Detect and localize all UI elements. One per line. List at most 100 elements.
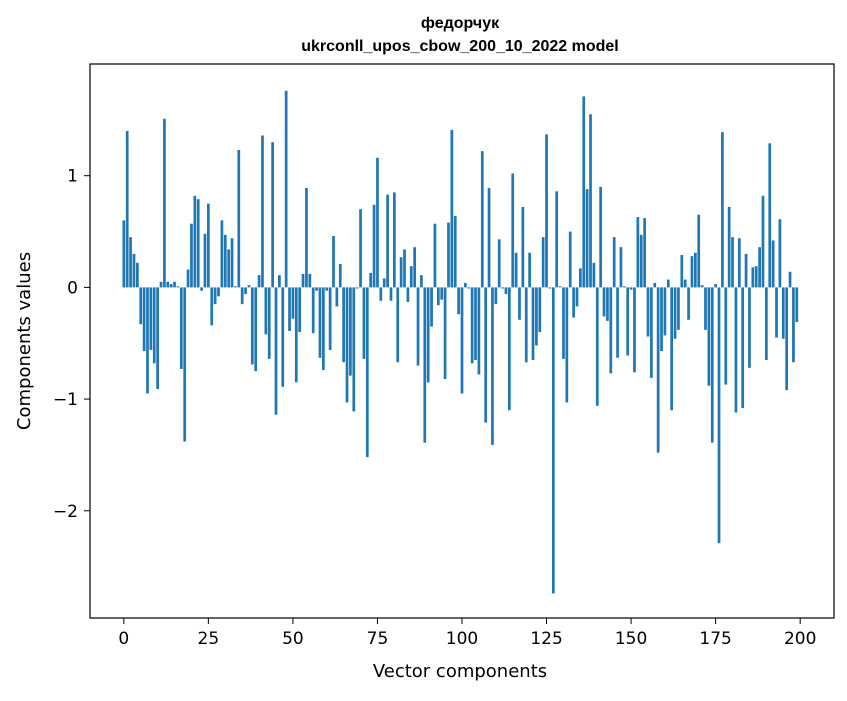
bar-166 xyxy=(683,279,687,288)
bar-193 xyxy=(775,287,778,338)
bar-29 xyxy=(220,220,224,288)
bar-88 xyxy=(420,275,423,288)
bar-120 xyxy=(528,252,531,288)
chart-subtitle: ukrconll_upos_cbow_200_10_2022 model xyxy=(301,38,618,55)
bar-20 xyxy=(190,223,193,288)
bar-161 xyxy=(666,279,670,288)
bar-184 xyxy=(744,253,748,288)
bar-171 xyxy=(700,285,704,288)
bar-72 xyxy=(365,287,369,458)
bar-181 xyxy=(734,287,738,413)
bar-194 xyxy=(778,219,782,288)
bar-108 xyxy=(487,187,491,288)
bar-35 xyxy=(240,287,244,305)
bar-199 xyxy=(795,287,799,323)
bar-66 xyxy=(345,287,349,403)
bar-69 xyxy=(355,287,359,289)
bar-37 xyxy=(247,285,251,288)
bar-50 xyxy=(291,287,295,319)
bar-175 xyxy=(714,284,717,288)
bar-26 xyxy=(210,287,214,326)
bar-59 xyxy=(321,287,325,371)
bar-2 xyxy=(129,237,132,288)
bar-85 xyxy=(409,266,413,288)
bar-62 xyxy=(332,236,335,288)
bar-141 xyxy=(599,186,603,288)
bar-170 xyxy=(697,214,701,288)
bar-3 xyxy=(132,253,136,288)
bar-19 xyxy=(186,269,190,288)
bar-57 xyxy=(315,287,318,291)
bar-142 xyxy=(602,287,606,317)
bar-44 xyxy=(271,142,274,288)
bar-79 xyxy=(389,287,393,301)
bar-172 xyxy=(704,287,707,330)
bar-122 xyxy=(535,287,538,346)
bar-27 xyxy=(213,287,217,305)
bar-13 xyxy=(166,281,170,288)
bar-39 xyxy=(254,287,258,372)
bar-121 xyxy=(531,287,535,360)
bar-174 xyxy=(710,287,714,443)
bar-45 xyxy=(274,287,278,415)
bar-25 xyxy=(207,203,210,288)
x-tick-label: 100 xyxy=(446,629,478,649)
bar-49 xyxy=(288,287,291,331)
bar-177 xyxy=(721,132,724,288)
bar-124 xyxy=(541,237,545,288)
bar-165 xyxy=(680,255,684,288)
bar-23 xyxy=(200,287,203,291)
bar-74 xyxy=(372,204,376,288)
bar-119 xyxy=(524,287,528,363)
x-tick-label: 200 xyxy=(784,629,816,649)
bar-187 xyxy=(754,266,758,288)
bar-95 xyxy=(443,287,447,379)
bar-196 xyxy=(785,287,789,391)
bar-0 xyxy=(122,220,126,288)
bar-16 xyxy=(176,286,180,288)
bar-162 xyxy=(670,287,674,411)
bar-107 xyxy=(484,287,488,423)
bar-125 xyxy=(545,134,548,288)
bar-73 xyxy=(369,272,373,288)
bar-139 xyxy=(592,262,596,288)
bar-134 xyxy=(575,287,579,307)
bar-70 xyxy=(359,209,362,288)
bar-112 xyxy=(501,287,504,289)
bar-36 xyxy=(244,287,247,295)
bar-58 xyxy=(318,287,322,358)
bar-182 xyxy=(737,238,741,288)
bar-137 xyxy=(585,189,589,288)
bar-109 xyxy=(491,287,494,445)
bar-9 xyxy=(152,287,156,364)
bar-12 xyxy=(163,118,166,288)
bar-96 xyxy=(447,222,450,288)
bar-86 xyxy=(413,247,417,288)
bar-115 xyxy=(511,173,515,288)
bar-188 xyxy=(758,247,761,288)
bar-129 xyxy=(558,286,562,288)
bar-191 xyxy=(768,143,772,288)
bar-114 xyxy=(507,287,511,411)
bar-75 xyxy=(376,157,379,288)
y-axis-label: Components values xyxy=(14,252,35,430)
bar-155 xyxy=(646,287,650,337)
bar-63 xyxy=(335,287,339,307)
bar-6 xyxy=(142,287,146,352)
bar-135 xyxy=(579,268,582,288)
bar-17 xyxy=(179,287,183,369)
x-tick-label: 25 xyxy=(198,629,220,649)
plot-frame xyxy=(89,63,835,619)
bar-5 xyxy=(139,287,143,325)
bar-68 xyxy=(352,287,356,412)
bar-81 xyxy=(396,287,400,363)
bar-76 xyxy=(379,287,383,301)
bar-127 xyxy=(551,287,555,594)
x-tick-label: 50 xyxy=(282,629,304,649)
x-tick-label: 175 xyxy=(699,629,731,649)
bar-65 xyxy=(342,287,345,363)
bar-82 xyxy=(399,257,403,288)
bar-15 xyxy=(173,281,176,288)
bar-100 xyxy=(460,287,464,394)
